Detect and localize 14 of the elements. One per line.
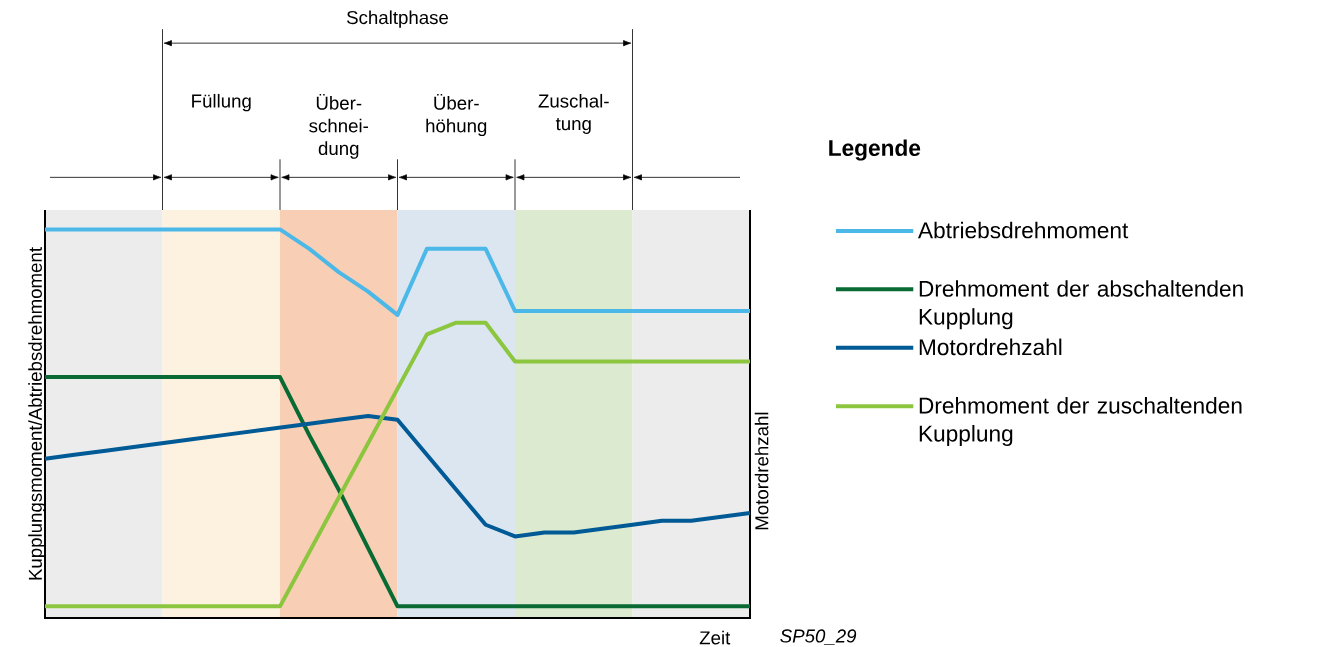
text: Zuschal- tung — [538, 93, 609, 134]
text: Füllung — [192, 93, 251, 112]
legend-label: Drehmoment der abschaltenden Kupplung — [919, 280, 1243, 330]
text: SP50_29 — [780, 629, 857, 645]
legend-title: Legende — [829, 139, 921, 161]
legend-label: Motordrehzahl — [919, 338, 1062, 356]
y2-axis-title: Motordrehzahl — [754, 412, 769, 530]
y-axis-title: Kupplungsmoment/Abtriebsdrehmoment — [28, 247, 46, 580]
x-axis-title: Zeit — [699, 630, 731, 645]
text: Schaltphase — [346, 10, 449, 28]
text: Über- schnei- dung — [309, 93, 369, 159]
legend-label: Abtriebsdrehmoment — [917, 221, 1129, 239]
legend-label: Drehmoment der zuschaltenden Kupplung — [919, 397, 1242, 447]
text: Über- höhung — [426, 93, 487, 137]
